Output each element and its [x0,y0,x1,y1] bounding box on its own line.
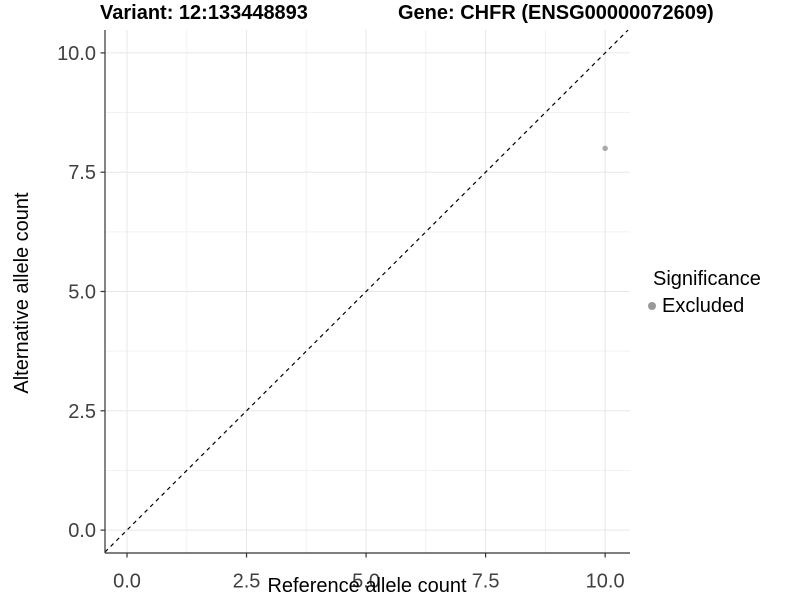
y-tick-label: 7.5 [68,162,96,184]
x-tick-label: 7.5 [472,571,500,593]
legend-item: Excluded [648,296,761,316]
y-tick-label: 5.0 [68,282,96,304]
x-tick-label: 10.0 [586,571,625,593]
x-tick-label: 2.5 [233,571,261,593]
x-tick-label: 0.0 [113,571,141,593]
x-axis-title: Reference allele count [267,575,467,597]
plot-title-variant: Variant: 12:133448893 [100,2,308,24]
data-point [602,145,608,152]
plot-title-gene: Gene: CHFR (ENSG00000072609) [398,2,714,24]
y-tick-label: 10.0 [57,43,96,65]
legend-item-label: Excluded [662,295,745,317]
y-tick-label: 2.5 [68,401,96,423]
y-axis-title: Alternative allele count [11,192,33,394]
x-tick-label: 5.0 [352,571,380,593]
y-tick-label: 0.0 [68,520,96,542]
legend-point-icon [648,302,656,310]
legend-title: Significance [653,268,761,290]
identity-line [104,29,629,553]
legend: Significance Excluded [648,269,761,316]
